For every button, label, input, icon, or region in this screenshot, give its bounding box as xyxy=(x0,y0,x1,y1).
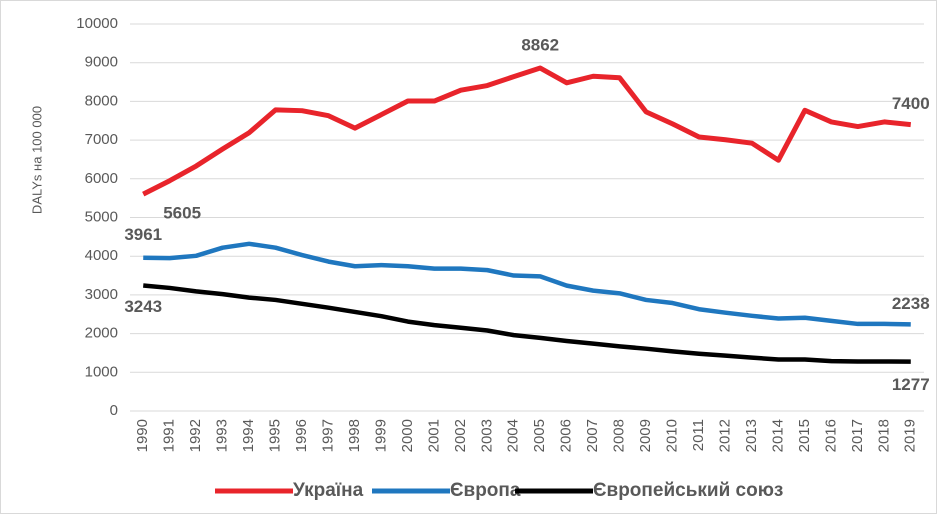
x-tick-label: 1993 xyxy=(214,419,231,452)
x-tick-label: 1997 xyxy=(319,419,336,452)
x-tick-label: 1990 xyxy=(134,419,151,452)
y-tick-label: 2000 xyxy=(85,325,118,342)
data-label: 3961 xyxy=(124,225,162,244)
y-tick-label: 3000 xyxy=(85,286,118,303)
series-line xyxy=(143,241,911,327)
data-label: 2238 xyxy=(892,294,930,313)
data-label: 1277 xyxy=(892,375,930,394)
x-tick-label: 1996 xyxy=(293,419,310,452)
x-tick-label: 2010 xyxy=(664,419,681,452)
data-label: 5605 xyxy=(163,204,201,223)
data-label: 8862 xyxy=(521,36,559,55)
x-tick-label: 2012 xyxy=(716,419,733,452)
y-axis-label: DALYs на 100 000 xyxy=(29,106,44,214)
x-tick-label: 1992 xyxy=(187,419,204,452)
x-tick-label: 2016 xyxy=(822,419,839,452)
y-tick-label: 6000 xyxy=(85,170,118,187)
legend-label: Європейський союз xyxy=(593,480,783,501)
series-line xyxy=(143,283,911,364)
x-tick-label: 1998 xyxy=(346,419,363,452)
x-tick-label: 2019 xyxy=(902,419,919,452)
y-tick-label: 9000 xyxy=(85,54,118,71)
y-tick-label: 0 xyxy=(110,402,118,419)
y-tick-label: 1000 xyxy=(85,363,118,380)
x-tick-label: 2011 xyxy=(690,419,707,451)
x-tick-label: 1991 xyxy=(161,419,178,452)
data-label: 3243 xyxy=(124,297,162,316)
y-tick-label: 10000 xyxy=(76,15,118,32)
x-tick-label: 2001 xyxy=(425,419,442,452)
x-tick-label: 2000 xyxy=(399,419,416,452)
x-tick-label: 2013 xyxy=(743,419,760,452)
x-tick-label: 2014 xyxy=(769,419,786,452)
x-tick-label: 2007 xyxy=(584,419,601,452)
x-tick-label: 2004 xyxy=(505,419,522,452)
x-tick-label: 2003 xyxy=(478,419,495,452)
y-tick-label: 4000 xyxy=(85,247,118,264)
series-line xyxy=(142,65,912,197)
y-tick-label: 8000 xyxy=(85,92,118,109)
legend-label: Україна xyxy=(293,480,364,501)
x-tick-label: 2002 xyxy=(452,419,469,452)
x-tick-label: 2009 xyxy=(637,419,654,452)
legend-label: Європа xyxy=(450,480,521,501)
data-label: 7400 xyxy=(892,94,930,113)
y-tick-label: 5000 xyxy=(85,208,118,225)
x-tick-label: 2015 xyxy=(796,419,813,452)
x-tick-label: 1995 xyxy=(267,419,284,452)
x-tick-label: 2005 xyxy=(531,419,548,452)
x-tick-label: 2018 xyxy=(875,419,892,452)
x-tick-label: 1994 xyxy=(240,419,257,452)
x-tick-label: 1999 xyxy=(372,419,389,452)
x-tick-label: 2006 xyxy=(558,419,575,452)
x-tick-label: 2017 xyxy=(849,419,866,452)
y-tick-label: 7000 xyxy=(85,131,118,148)
x-tick-label: 2008 xyxy=(611,419,628,452)
